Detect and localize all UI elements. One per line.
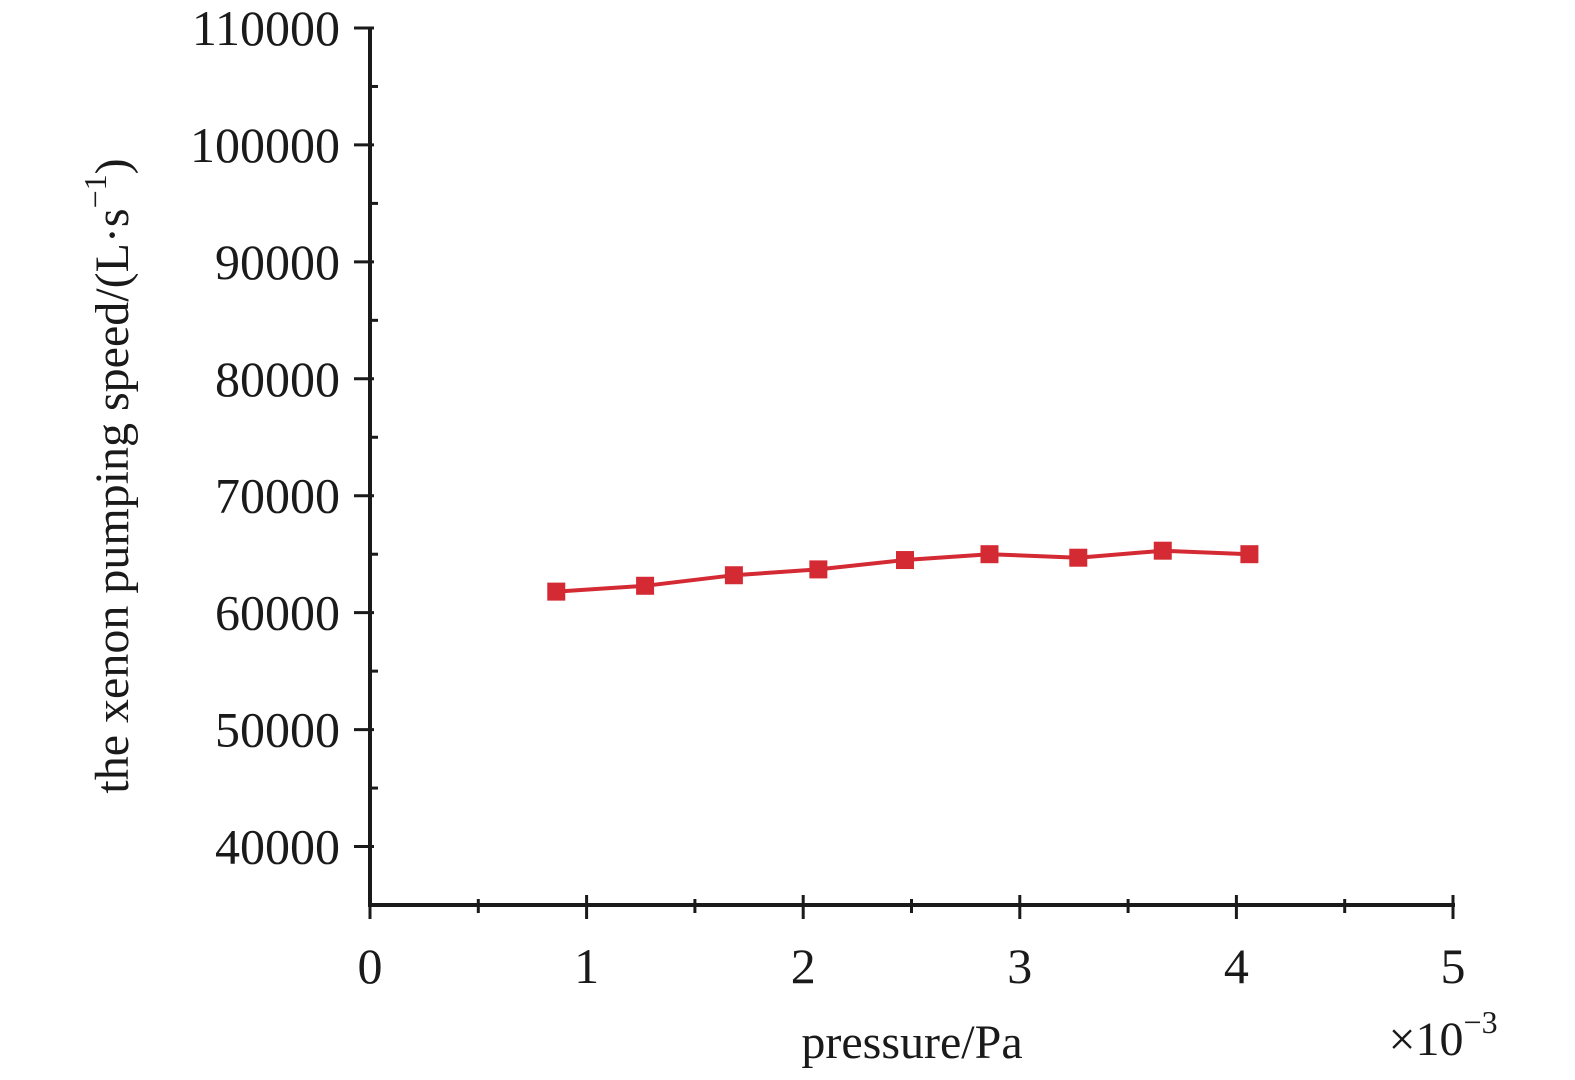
y-axis-title-main: the xenon pumping speed/(L·s bbox=[86, 208, 139, 793]
x-axis-title: pressure/Pa bbox=[801, 1016, 1022, 1069]
data-point-marker bbox=[980, 545, 999, 564]
y-axis-title: the xenon pumping speed/(L·s−1) bbox=[77, 158, 139, 793]
data-point-marker bbox=[636, 576, 655, 595]
data-point-marker bbox=[724, 566, 743, 585]
y-tick-label: 60000 bbox=[215, 585, 340, 641]
data-point-marker bbox=[1153, 541, 1172, 560]
y-tick-label: 100000 bbox=[190, 117, 340, 173]
y-axis-title-exponent: −1 bbox=[77, 174, 113, 208]
x-tick-label: 0 bbox=[358, 938, 383, 994]
data-point-marker bbox=[547, 582, 566, 601]
axes bbox=[368, 28, 1455, 907]
x-tick-label: 2 bbox=[791, 938, 816, 994]
y-tick-label: 50000 bbox=[215, 702, 340, 758]
y-tick-label: 70000 bbox=[215, 468, 340, 524]
data-point-marker bbox=[1069, 548, 1088, 567]
x-tick-label: 3 bbox=[1007, 938, 1032, 994]
y-tick-label: 90000 bbox=[215, 234, 340, 290]
data-point-marker bbox=[896, 551, 915, 570]
x-multiplier-exponent: −3 bbox=[1464, 1004, 1498, 1040]
y-axis-ticks: 40000 50000 60000 70000 80000 90000 100000 1100… bbox=[190, 0, 378, 907]
x-multiplier-base: ×10 bbox=[1388, 1013, 1463, 1066]
y-axis-title-close: ) bbox=[86, 158, 139, 174]
y-tick-label: 110000 bbox=[192, 0, 340, 56]
x-tick-label: 5 bbox=[1441, 938, 1466, 994]
x-axis-ticks: 0 1 2 3 4 5 bbox=[358, 895, 1466, 994]
data-point-marker bbox=[809, 560, 828, 579]
y-tick-label: 40000 bbox=[215, 819, 340, 875]
x-tick-label: 4 bbox=[1224, 938, 1249, 994]
x-axis-multiplier: ×10−3 bbox=[1388, 1004, 1497, 1066]
series-layer bbox=[547, 541, 1259, 601]
x-tick-label: 1 bbox=[574, 938, 599, 994]
y-tick-label: 80000 bbox=[215, 351, 340, 407]
data-point-marker bbox=[1240, 545, 1259, 564]
